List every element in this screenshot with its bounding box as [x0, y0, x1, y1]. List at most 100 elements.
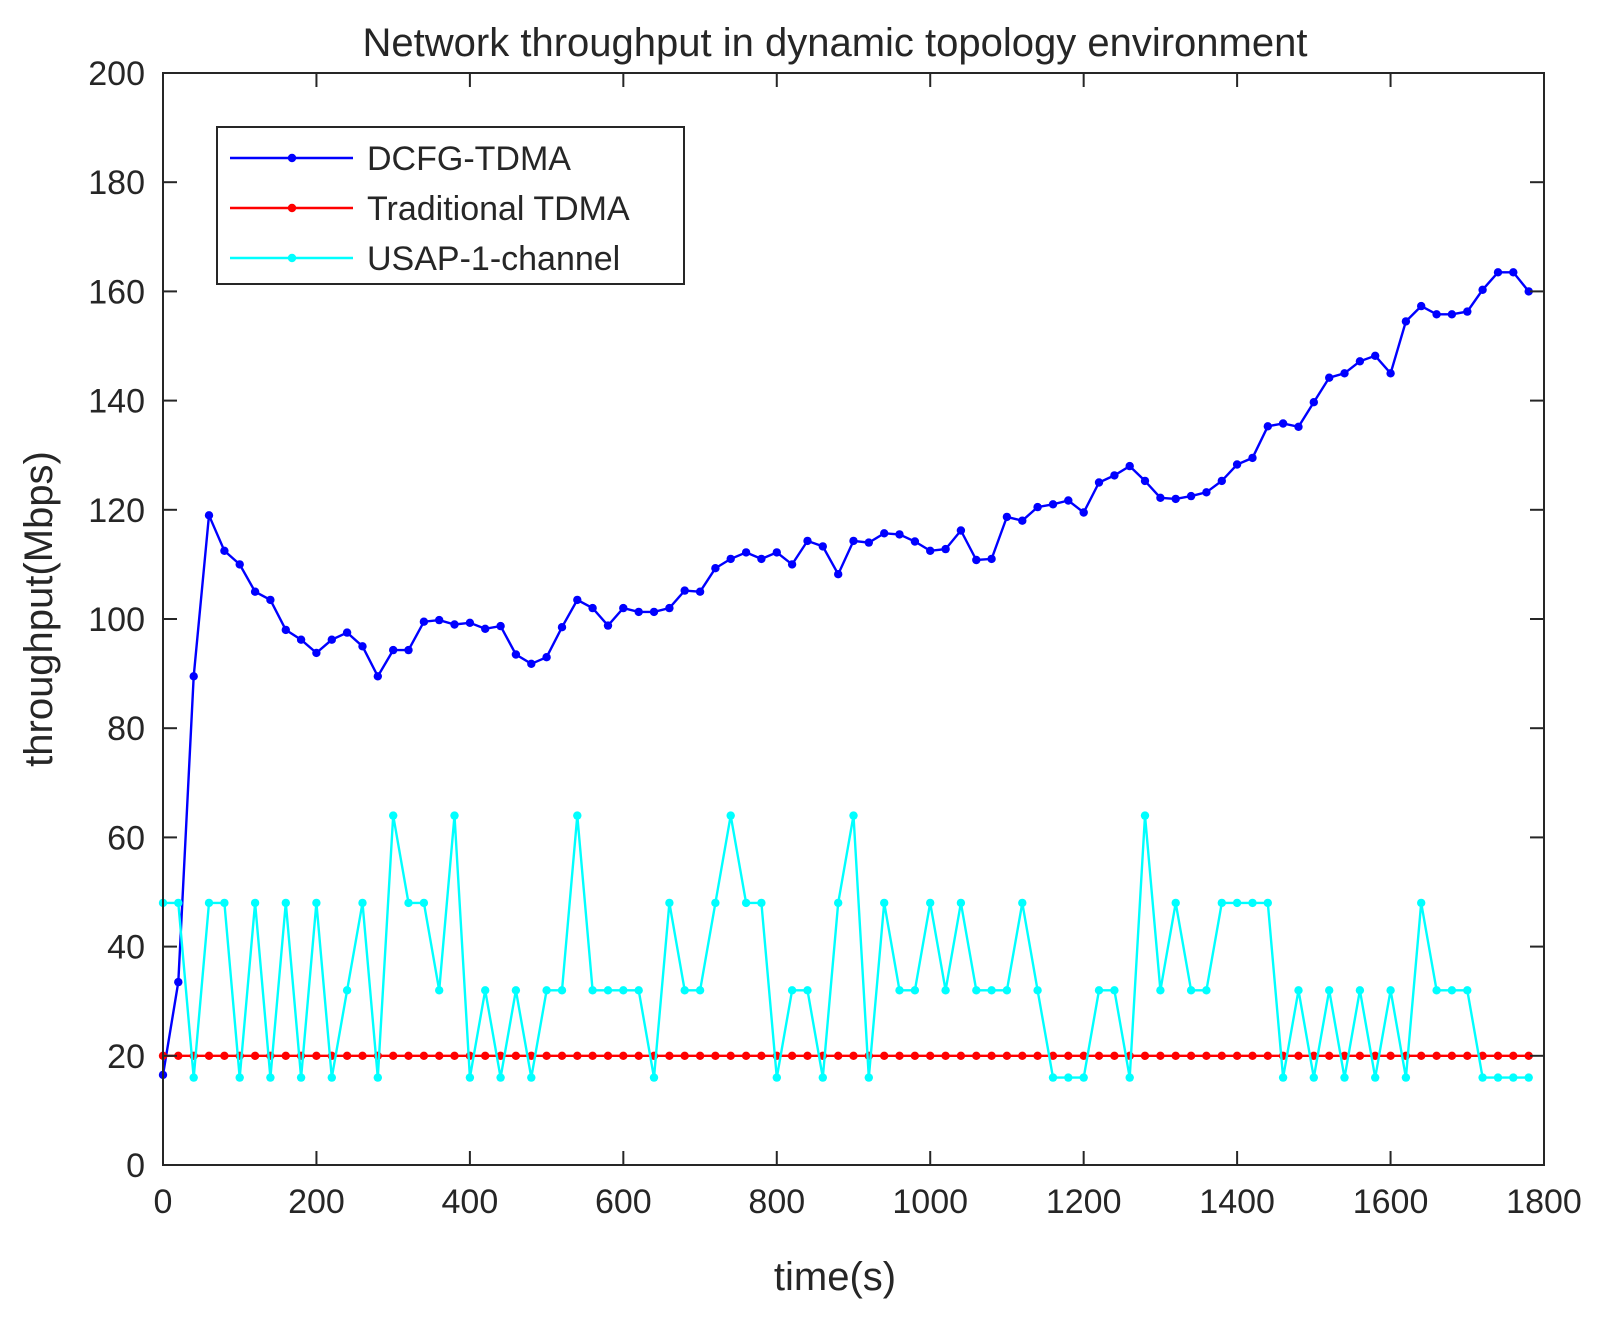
data-point [1493, 1051, 1503, 1061]
data-point [1171, 494, 1180, 504]
data-point [1217, 898, 1227, 908]
data-point [695, 587, 705, 596]
data-point [1048, 1073, 1058, 1082]
data-point [757, 1051, 766, 1061]
data-point [1478, 1073, 1487, 1082]
legend-entry: DCFG-TDMA [230, 140, 571, 178]
data-point [910, 986, 920, 995]
data-point [972, 986, 981, 995]
data-point [465, 618, 475, 627]
data-point [220, 546, 229, 555]
data-point [1140, 476, 1150, 486]
data-point [1018, 1051, 1027, 1061]
data-point [741, 548, 751, 557]
data-point [235, 560, 244, 569]
data-point [189, 1073, 198, 1082]
data-point [1263, 898, 1273, 908]
data-point [1478, 1051, 1487, 1061]
y-tick-label: 60 [107, 819, 145, 857]
data-point [511, 986, 521, 995]
data-point [711, 1051, 720, 1061]
data-point [1202, 986, 1211, 995]
data-point [250, 587, 260, 596]
legend-label: Traditional TDMA [367, 190, 630, 228]
data-point [1232, 1051, 1242, 1061]
data-point [1217, 1051, 1227, 1061]
data-point [450, 811, 459, 820]
data-point [1018, 516, 1027, 525]
data-point [389, 645, 398, 655]
data-point [849, 811, 858, 820]
data-point [895, 1051, 904, 1061]
data-point [649, 607, 659, 617]
data-point [1263, 422, 1273, 431]
x-tick-label: 0 [154, 1183, 173, 1221]
data-point [266, 595, 275, 605]
data-point [296, 1073, 306, 1082]
data-point [573, 811, 582, 820]
data-point [373, 672, 382, 681]
data-point [435, 615, 444, 625]
x-tick-label: 1200 [1046, 1183, 1122, 1221]
data-point [588, 986, 597, 995]
data-point [527, 659, 536, 668]
data-point [1509, 1073, 1518, 1082]
data-point [1248, 453, 1257, 463]
data-point [926, 1051, 935, 1061]
data-point [1064, 1051, 1073, 1061]
data-point [435, 1051, 444, 1061]
data-point [619, 1051, 628, 1061]
data-point [266, 1073, 275, 1082]
data-point [680, 586, 689, 595]
y-tick-label: 180 [88, 164, 145, 202]
data-point [573, 595, 582, 605]
data-point [1401, 317, 1411, 326]
data-point [189, 672, 198, 681]
x-tick-label: 1600 [1353, 1183, 1429, 1221]
data-point [695, 986, 705, 995]
data-point [250, 1051, 260, 1061]
data-point [772, 548, 781, 557]
data-point [1232, 460, 1242, 469]
data-point [1048, 500, 1058, 509]
data-point [834, 570, 843, 579]
data-point [634, 1051, 643, 1061]
data-point [1002, 512, 1012, 522]
data-point [1432, 310, 1441, 319]
data-point [1463, 1051, 1472, 1061]
data-point [557, 986, 567, 995]
data-point [726, 1051, 735, 1061]
data-point [358, 642, 367, 651]
data-point [358, 1051, 367, 1061]
data-point [695, 1051, 705, 1061]
data-point [1355, 357, 1365, 366]
data-point [895, 530, 904, 539]
data-point [1309, 1073, 1319, 1082]
data-point [956, 898, 966, 908]
data-point [1064, 496, 1073, 505]
data-point [1340, 369, 1349, 378]
data-point [1064, 1073, 1073, 1082]
data-point [312, 648, 321, 658]
data-point [941, 544, 950, 554]
data-point [972, 1051, 981, 1061]
data-point [557, 623, 567, 632]
data-point [496, 621, 505, 631]
data-point [1186, 986, 1196, 995]
series-line [161, 271, 1530, 1076]
data-point [1432, 1051, 1441, 1061]
data-point [1002, 1051, 1012, 1061]
data-point [1371, 1051, 1380, 1061]
data-point [496, 1073, 505, 1082]
data-point [1125, 1073, 1134, 1082]
data-point [787, 560, 797, 569]
legend-swatch-marker [287, 153, 297, 163]
data-point [1447, 986, 1457, 995]
data-point [1417, 898, 1426, 908]
data-point [1140, 1051, 1150, 1061]
data-point [220, 1051, 229, 1061]
data-point [1432, 986, 1441, 995]
data-point [204, 1051, 214, 1061]
data-point [1294, 1051, 1303, 1061]
data-point [649, 1073, 659, 1082]
